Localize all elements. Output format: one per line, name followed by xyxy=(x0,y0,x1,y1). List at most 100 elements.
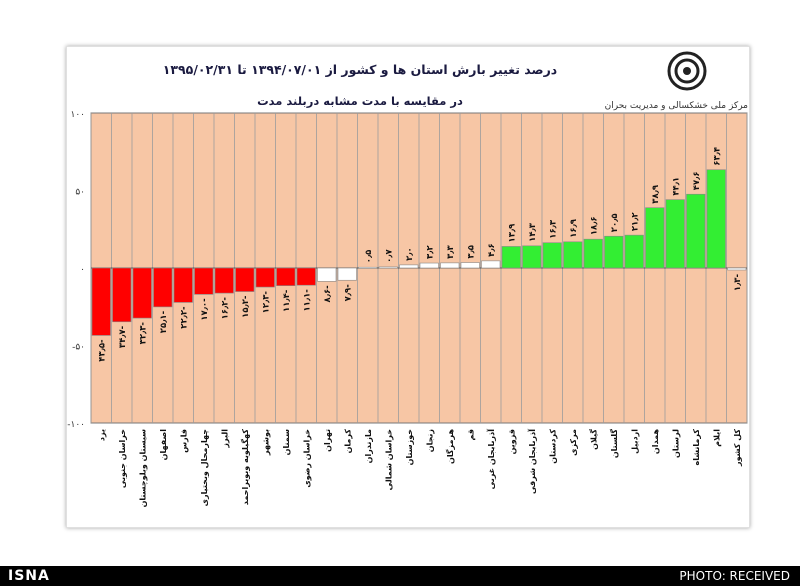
chart-title: درصد تغییر بارش استان ها و کشور از ۱۳۹۴/… xyxy=(162,62,558,77)
x-tick-label: زنجان xyxy=(425,429,434,453)
x-tick-label: ایلام xyxy=(712,429,721,447)
data-label: ۱۱٫۴- xyxy=(282,289,292,312)
data-label: ۱۷٫۰- xyxy=(200,298,210,321)
logo-dot-icon xyxy=(683,67,691,75)
data-label: ۲٫۰ xyxy=(405,247,415,261)
footer-bar: ISNA PHOTO: RECEIVED xyxy=(0,566,800,586)
bar xyxy=(583,238,603,269)
x-tick-label: فارس xyxy=(179,429,189,453)
logo-caption: مرکز ملی خشکسالی و مدیریت بحران xyxy=(604,101,748,111)
x-tick-label: مرکزی xyxy=(569,429,578,456)
isna-logo: ISNA xyxy=(8,568,50,584)
y-tick-label: ۱۰۰ xyxy=(70,110,85,120)
bar xyxy=(112,267,132,323)
data-label: ۲۰٫۵ xyxy=(610,213,620,232)
bar xyxy=(481,260,501,269)
y-tick-label: -۱۰۰ xyxy=(67,420,85,430)
x-tick-label: هرمزگان xyxy=(445,429,455,464)
x-tick-label: خراسان شمالی xyxy=(384,429,393,491)
bar xyxy=(419,262,439,269)
data-label: ۱٫۳- xyxy=(733,274,743,292)
y-tick-label: -۵۰ xyxy=(72,343,85,353)
bar xyxy=(91,267,111,336)
bar xyxy=(296,267,316,286)
x-tick-label: اصفهان xyxy=(159,429,168,461)
bar xyxy=(706,169,726,269)
bar xyxy=(645,207,665,269)
data-label: ۳۲٫۳- xyxy=(138,322,148,345)
logo-ring-icon xyxy=(674,58,700,84)
x-tick-label: اردبیل xyxy=(630,429,639,454)
data-label: ۰٫۵ xyxy=(364,250,374,264)
data-label: ۲۱٫۲ xyxy=(630,212,640,232)
data-label: ۴٫۶ xyxy=(487,243,497,257)
x-tick-label: همدان xyxy=(651,429,660,455)
x-tick-label: سمنان xyxy=(282,429,291,455)
data-label: ۱۴٫۳ xyxy=(528,222,538,242)
x-tick-label: خراسان جنوبی xyxy=(118,429,127,488)
data-label: ۱۲٫۳- xyxy=(261,291,271,314)
bar xyxy=(460,262,480,269)
x-tick-label: گیلان xyxy=(588,429,598,450)
x-tick-label: آذربایجان شرقی xyxy=(527,429,537,494)
bar xyxy=(153,267,173,308)
data-label: ۲۵٫۱- xyxy=(159,310,169,333)
data-label: ۳۸٫۹ xyxy=(651,184,661,204)
x-tick-label: سیستان وبلوچستان xyxy=(138,429,147,508)
bar xyxy=(542,242,562,269)
x-tick-label: خوزستان xyxy=(405,429,414,466)
x-tick-label: آذربایجان غربی xyxy=(486,429,496,490)
x-tick-label: البرز xyxy=(220,429,229,449)
bar xyxy=(686,193,706,269)
bar xyxy=(173,267,193,303)
data-label: ۳٫۲ xyxy=(425,245,435,259)
x-tick-label: تهران xyxy=(323,429,332,452)
data-label: ۱۶٫۲- xyxy=(220,297,230,320)
y-tick-label: ۵۰ xyxy=(75,188,85,198)
chart-subtitle: در مقایسه با مدت مشابه دربلند مدت xyxy=(257,94,463,108)
bar xyxy=(727,267,747,271)
bar xyxy=(194,267,214,295)
photo-credit: PHOTO: RECEIVED xyxy=(679,569,790,583)
x-tick-label: بوشهر xyxy=(261,429,270,456)
bar xyxy=(624,234,644,269)
data-label: ۸٫۶- xyxy=(323,285,333,303)
bar xyxy=(214,267,234,294)
bar xyxy=(317,267,337,282)
data-label: ۷٫۹- xyxy=(343,284,353,302)
x-tick-label: گلستان xyxy=(609,429,619,459)
bar xyxy=(665,199,685,269)
data-label: ۱۸٫۶ xyxy=(589,216,599,235)
bar xyxy=(522,245,542,269)
x-tick-label: مازندران xyxy=(364,429,373,463)
data-label: ۲۲٫۲- xyxy=(179,306,189,329)
data-label: ۱۳٫۹ xyxy=(507,223,517,243)
bar xyxy=(399,264,419,269)
x-tick-label: کرمان xyxy=(343,429,352,454)
bar xyxy=(337,267,357,281)
bar xyxy=(235,267,255,292)
x-tick-label: کرمانشاه xyxy=(692,429,701,466)
x-tick-label: قزوین xyxy=(507,429,516,454)
data-label: ۴۴٫۱ xyxy=(671,177,681,196)
bar xyxy=(501,246,521,269)
data-label: ۴۷٫۶ xyxy=(692,171,702,190)
bar xyxy=(604,235,624,269)
x-tick-label: لرستان xyxy=(671,429,680,458)
data-label: ۱۶٫۳ xyxy=(548,219,558,239)
x-tick-label: چهارمحال وبختیاری xyxy=(200,429,209,507)
x-tick-label: کهگیلویه وبویراحمد xyxy=(240,429,250,506)
x-tick-label: کردستان xyxy=(548,429,557,464)
data-label: ۳۴٫۷- xyxy=(118,325,128,348)
bar xyxy=(255,267,275,288)
data-label: ۱۱٫۱- xyxy=(302,289,312,312)
data-label: ۱۶٫۹ xyxy=(569,218,579,238)
x-tick-label: یزد xyxy=(97,429,106,441)
x-tick-label: قم xyxy=(466,429,475,441)
bar xyxy=(563,241,583,269)
data-label: ۳٫۳ xyxy=(446,245,456,259)
bar xyxy=(358,266,378,269)
data-label: ۰٫۷ xyxy=(384,249,394,263)
